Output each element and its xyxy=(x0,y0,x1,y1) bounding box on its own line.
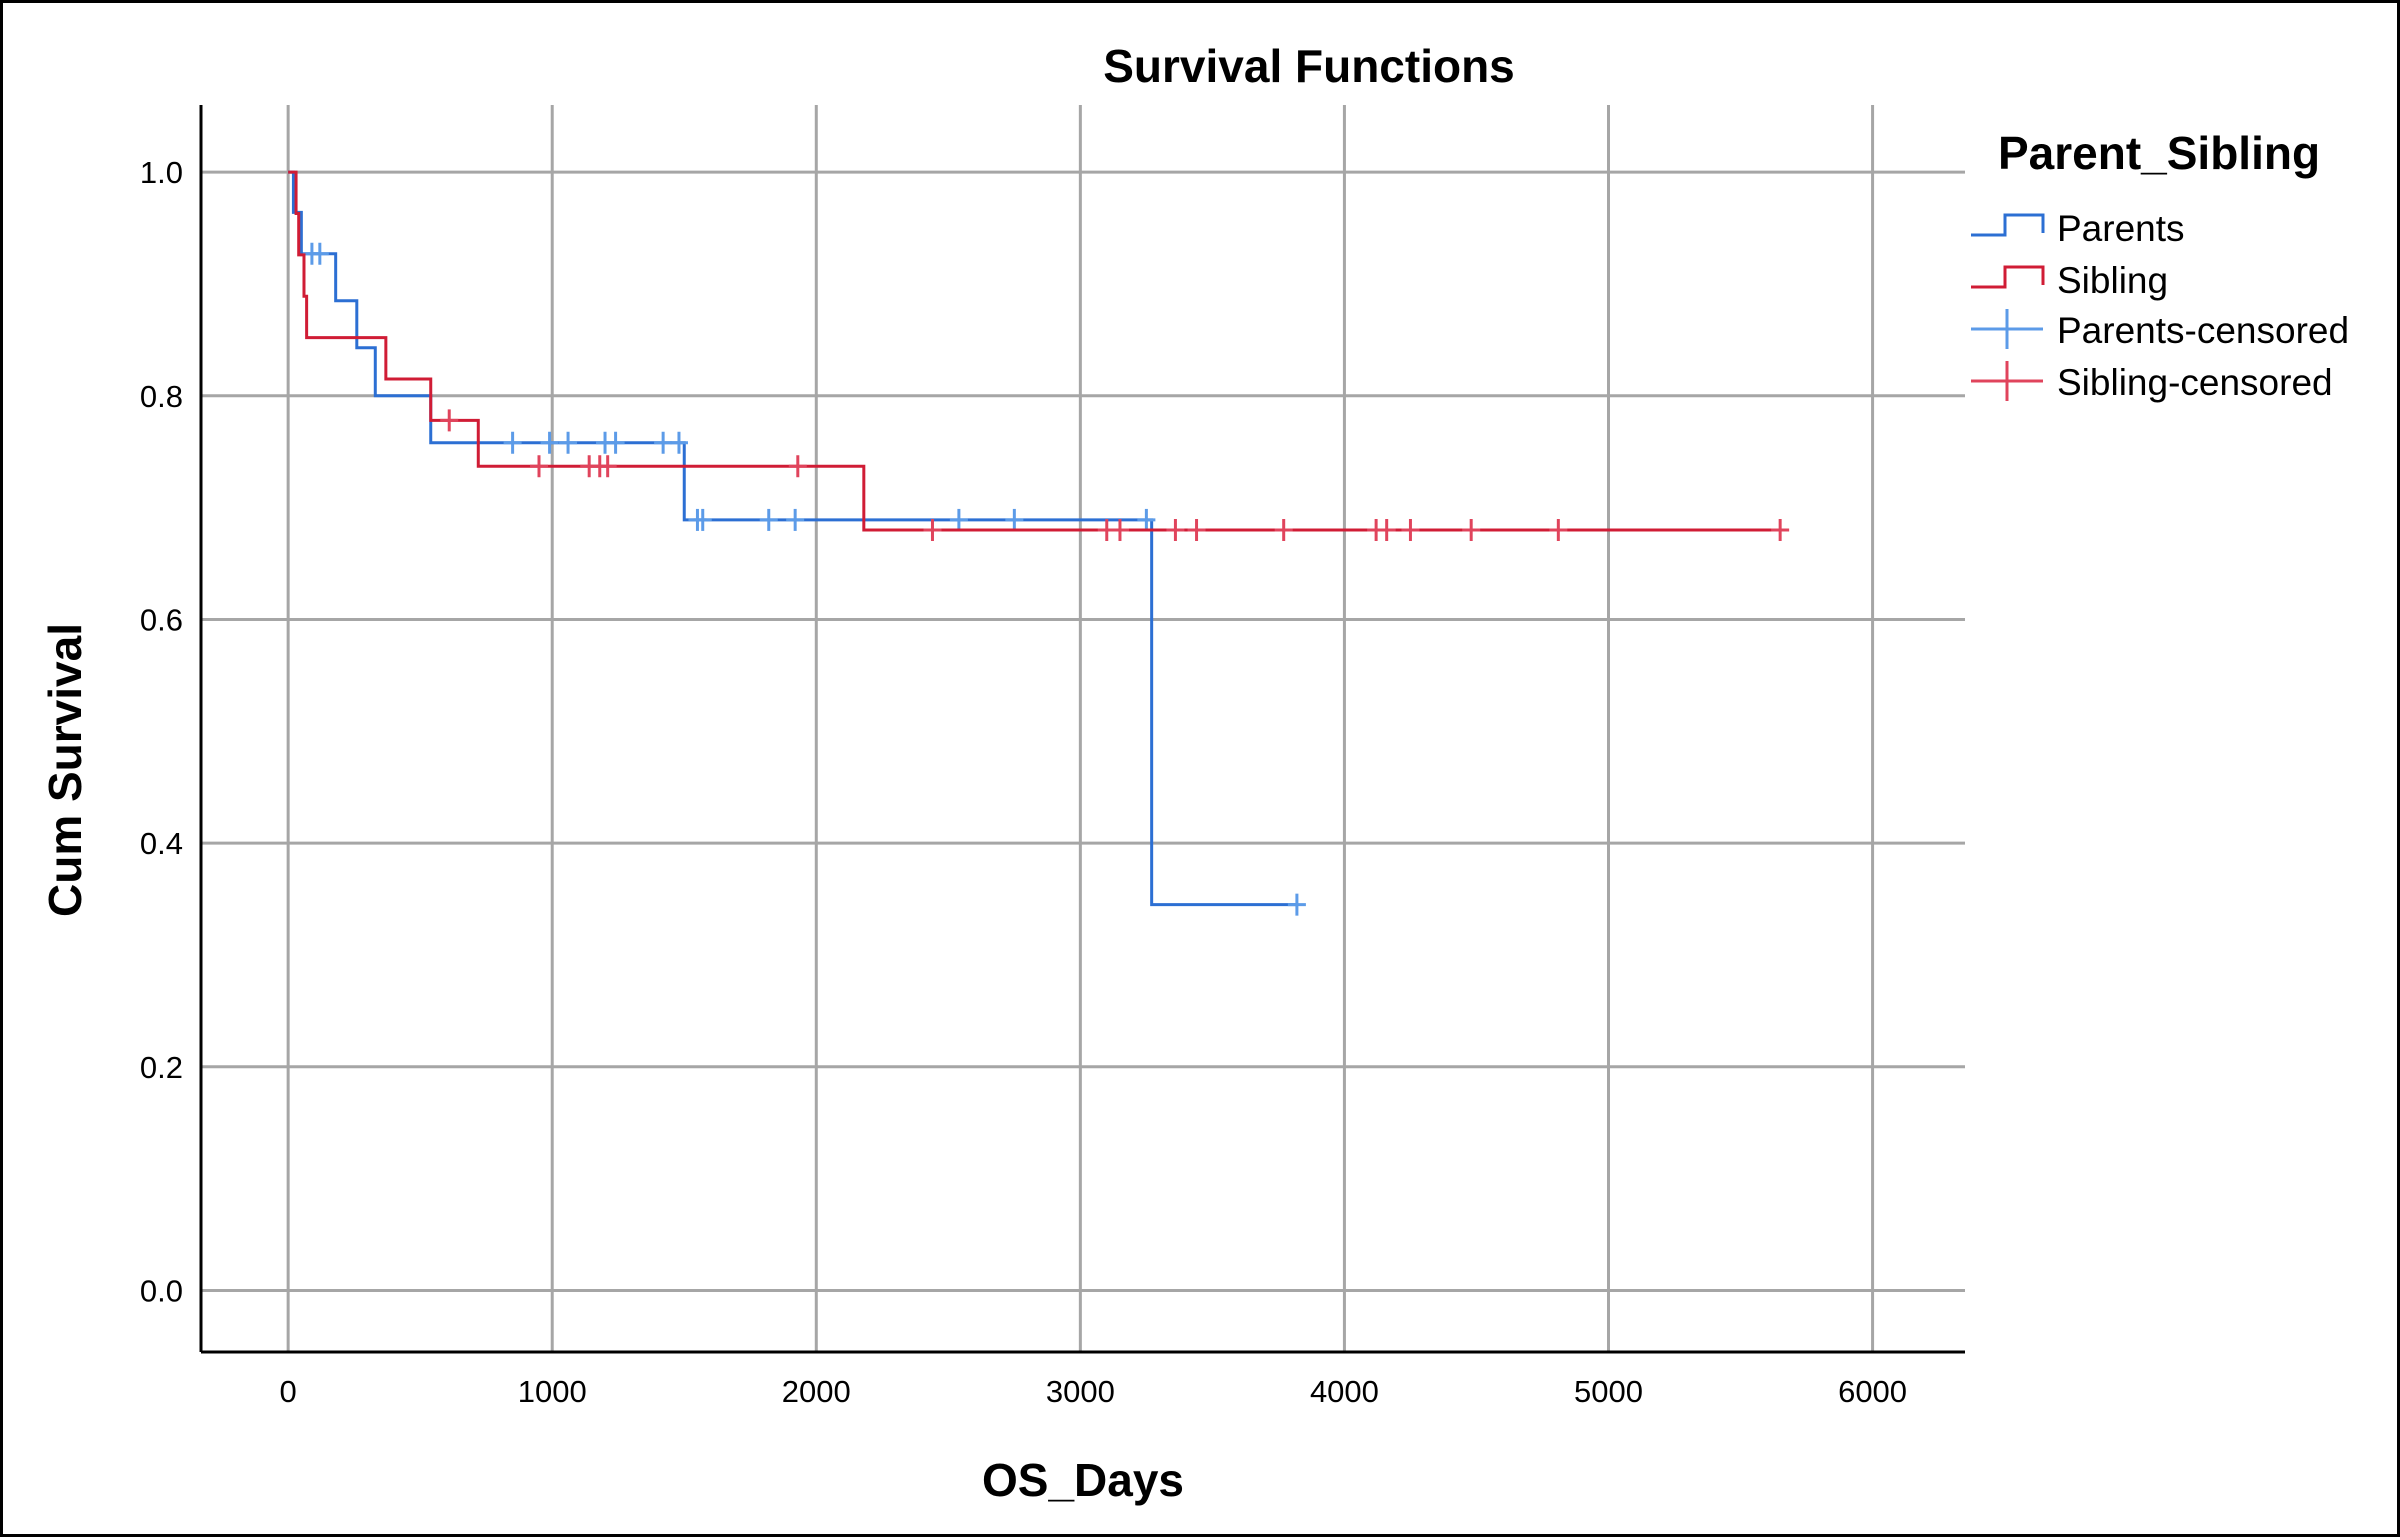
legend-items: Parents Sibling Parents-censored Sibling-ce… xyxy=(1971,208,2349,403)
censor-mark-parents xyxy=(606,431,625,454)
y-tick-label: 1.0 xyxy=(140,155,183,190)
censor-mark-sibling xyxy=(1166,518,1185,541)
series-layer xyxy=(288,170,1790,916)
censor-mark-parents xyxy=(310,242,329,265)
tick-labels: 0 1000 2000 3000 4000 5000 6000 0.0 0.2 0.4 0.6 0.8… xyxy=(140,155,1907,1409)
legend-label: Sibling xyxy=(2057,260,2168,301)
censor-mark-sibling xyxy=(923,518,942,541)
legend: Parent_Sibling Parents Sibling Parents-cen… xyxy=(1971,127,2349,403)
legend-label: Parents-censored xyxy=(2057,310,2349,351)
legend-title: Parent_Sibling xyxy=(1998,127,2320,179)
y-tick-label: 0.0 xyxy=(140,1273,183,1308)
y-tick-label: 0.2 xyxy=(140,1050,183,1085)
censor-mark-parents xyxy=(669,431,688,454)
x-axis-label: OS_Days xyxy=(982,1454,1184,1506)
x-tick-label: 1000 xyxy=(518,1374,587,1409)
survival-curve-parents xyxy=(288,170,1297,907)
series-parents xyxy=(288,170,1306,916)
x-tick-label: 4000 xyxy=(1310,1374,1379,1409)
survival-curve-sibling xyxy=(288,170,1781,532)
series-sibling xyxy=(288,170,1790,541)
censor-mark-parents xyxy=(949,508,968,531)
censor-mark-parents xyxy=(1137,508,1156,531)
censor-mark-sibling xyxy=(440,409,459,432)
censor-mark-sibling xyxy=(530,455,549,478)
censor-mark-parents xyxy=(1287,893,1306,916)
y-tick-label: 0.6 xyxy=(140,602,183,637)
censor-mark-sibling xyxy=(1274,518,1293,541)
censor-mark-parents xyxy=(540,431,559,454)
x-tick-label: 0 xyxy=(280,1374,297,1409)
x-tick-label: 5000 xyxy=(1574,1374,1643,1409)
censor-mark-sibling xyxy=(1462,518,1481,541)
censor-mark-parents xyxy=(693,508,712,531)
y-tick-label: 0.4 xyxy=(140,826,183,861)
x-tick-label: 6000 xyxy=(1838,1374,1907,1409)
censor-mark-sibling xyxy=(1771,518,1790,541)
censor-mark-parents xyxy=(786,508,805,531)
x-tick-label: 2000 xyxy=(782,1374,851,1409)
legend-item: Parents xyxy=(1971,208,2185,249)
legend-item: Sibling-censored xyxy=(1971,361,2333,403)
y-tick-label: 0.8 xyxy=(140,379,183,414)
y-axis-label: Cum Survival xyxy=(39,623,91,917)
x-tick-label: 3000 xyxy=(1046,1374,1115,1409)
censor-mark-sibling xyxy=(788,455,807,478)
censor-mark-parents xyxy=(559,431,578,454)
censor-mark-parents xyxy=(1005,508,1024,531)
censor-mark-parents xyxy=(759,508,778,531)
axes xyxy=(199,105,1965,1354)
survival-chart: 0 1000 2000 3000 4000 5000 6000 0.0 0.2 0.4 0.6 0.8… xyxy=(39,40,2349,1506)
censor-mark-sibling xyxy=(1549,518,1568,541)
chart-title: Survival Functions xyxy=(1103,40,1515,92)
censor-mark-sibling xyxy=(1187,518,1206,541)
legend-label: Parents xyxy=(2057,208,2185,249)
censor-mark-parents xyxy=(503,431,522,454)
legend-swatch-line xyxy=(1971,213,2045,237)
grid-lines xyxy=(201,105,1965,1352)
legend-swatch-line xyxy=(1971,265,2045,289)
legend-label: Sibling-censored xyxy=(2057,362,2333,403)
legend-item: Sibling xyxy=(1971,260,2168,301)
censor-mark-sibling xyxy=(1110,518,1129,541)
legend-item: Parents-censored xyxy=(1971,309,2349,351)
censor-mark-sibling xyxy=(598,455,617,478)
censor-mark-parents xyxy=(654,431,673,454)
censor-mark-sibling xyxy=(1377,518,1396,541)
censor-mark-sibling xyxy=(1401,518,1420,541)
